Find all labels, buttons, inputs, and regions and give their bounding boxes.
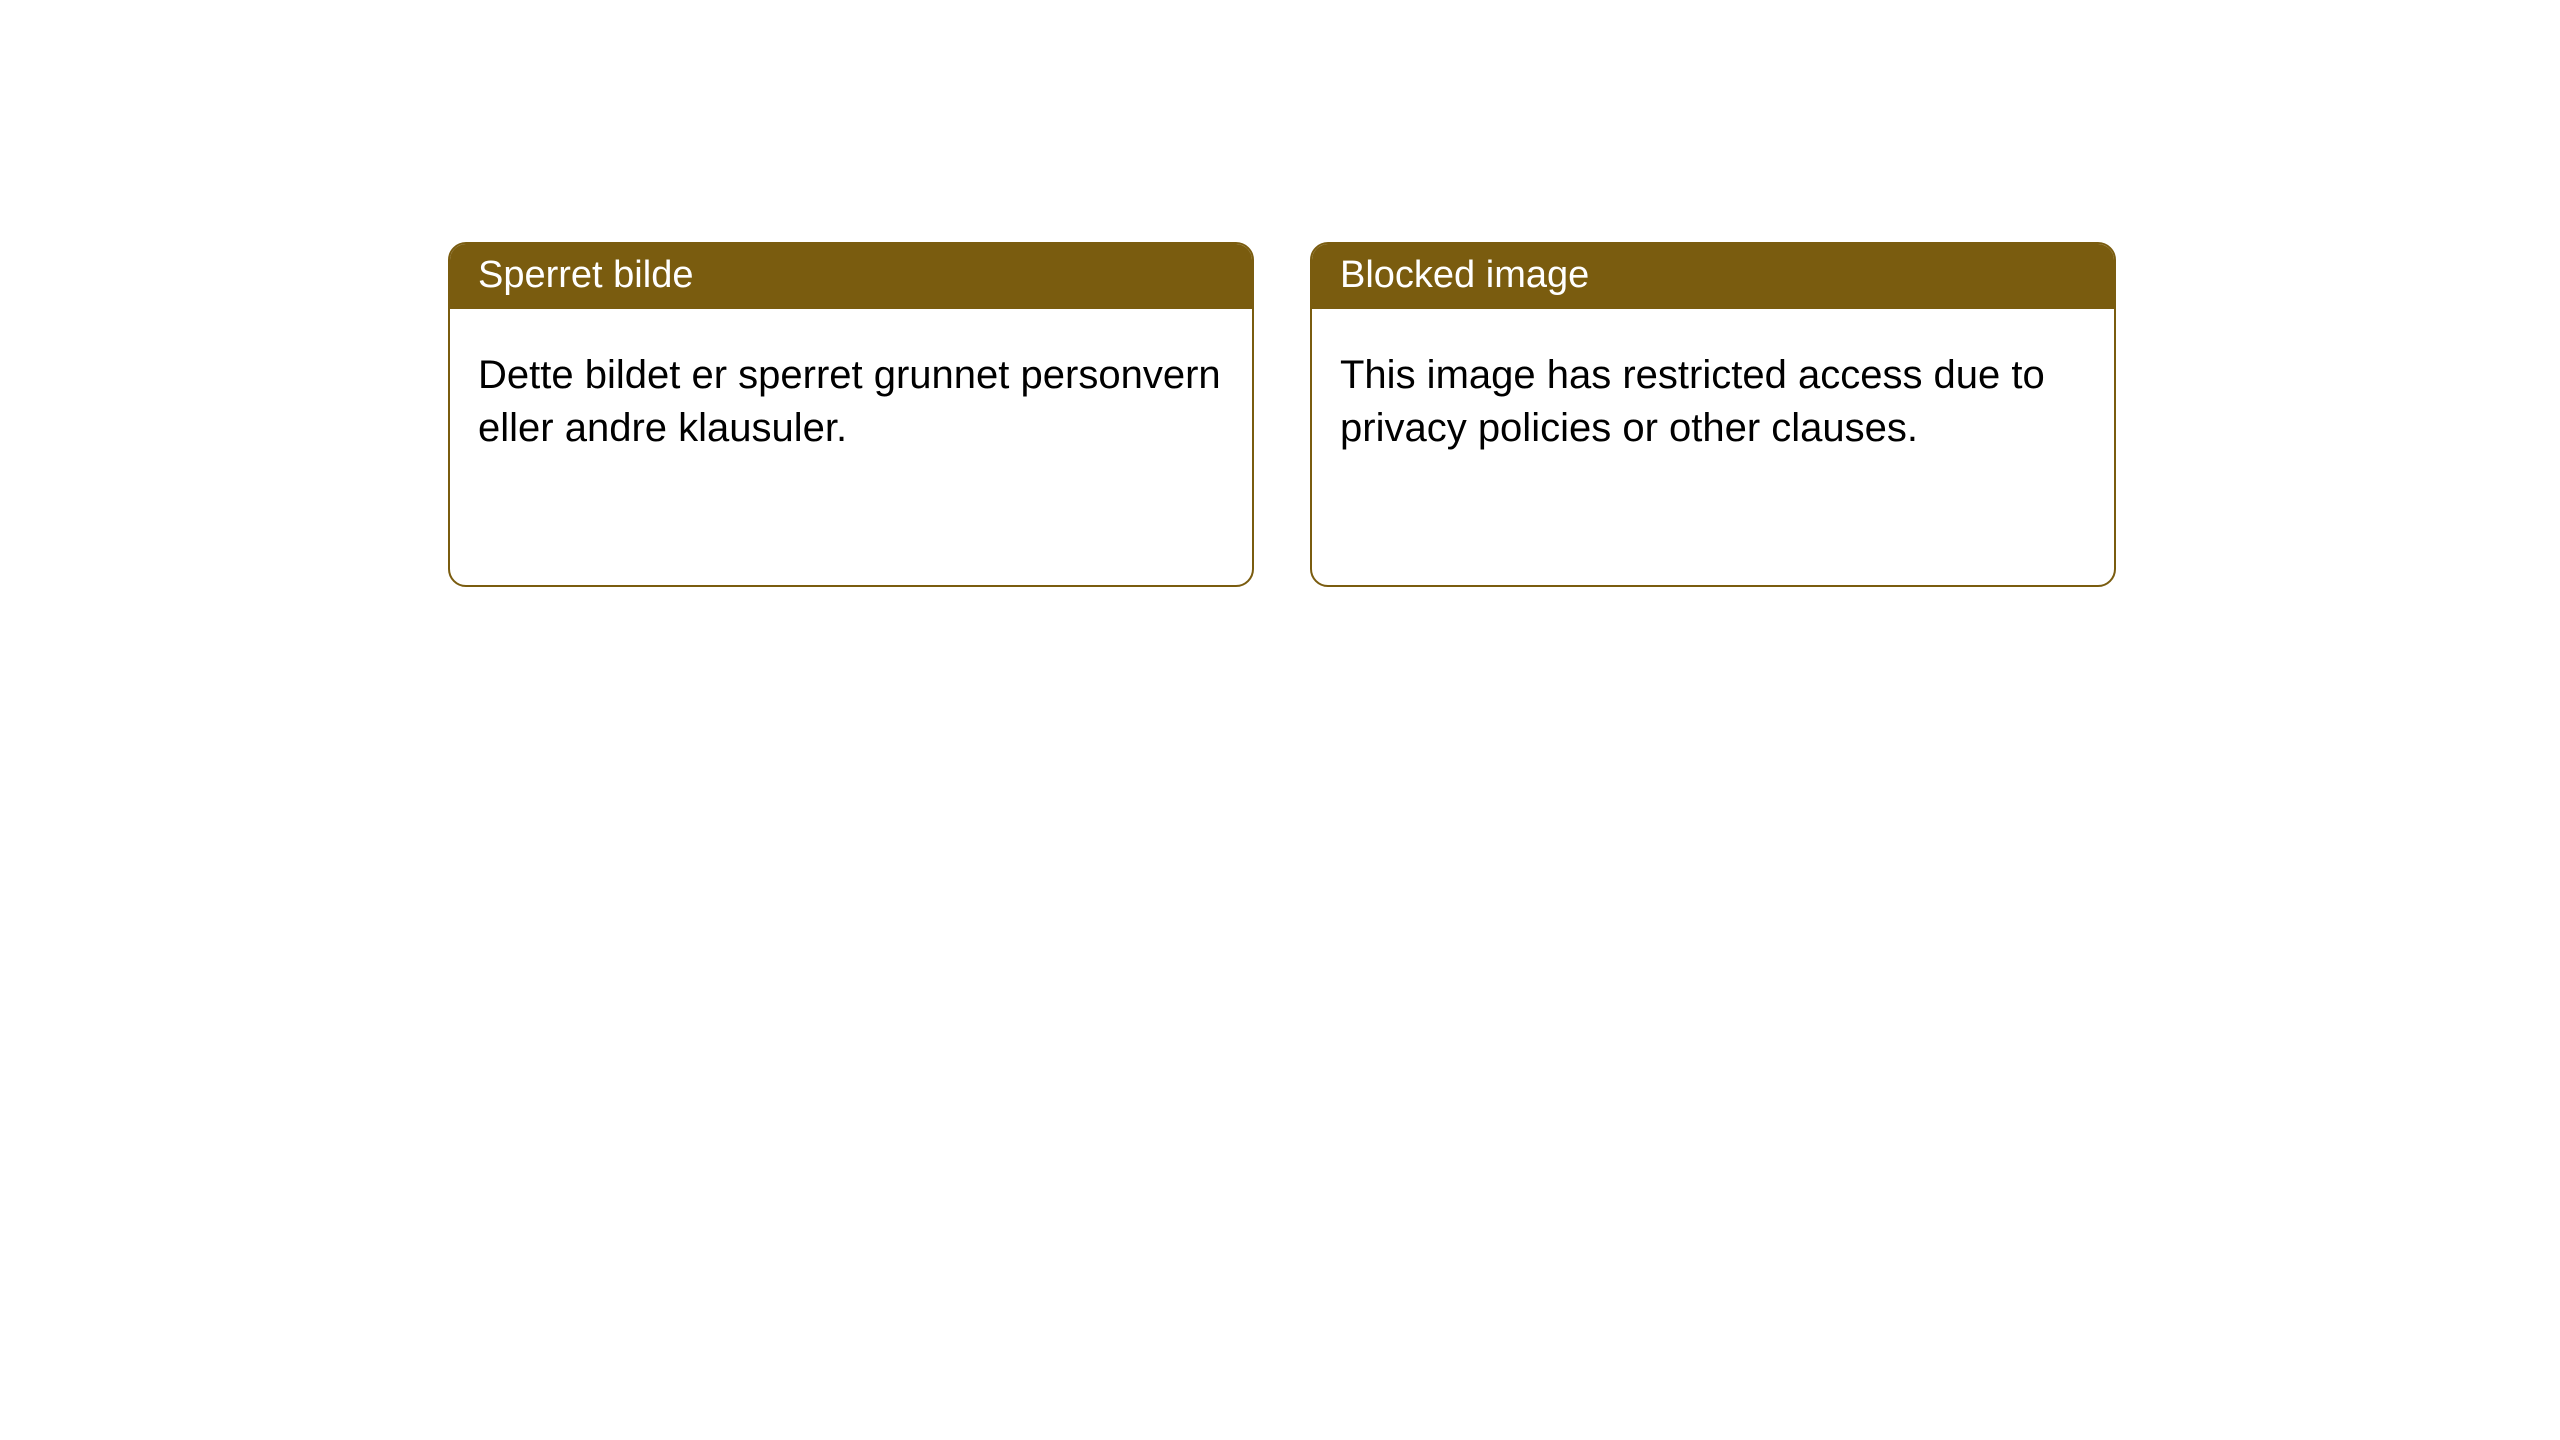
notice-card-body-en: This image has restricted access due to … xyxy=(1312,309,2114,585)
notice-card-no: Sperret bilde Dette bildet er sperret gr… xyxy=(448,242,1254,587)
notice-card-row: Sperret bilde Dette bildet er sperret gr… xyxy=(0,0,2560,587)
notice-card-title-no: Sperret bilde xyxy=(450,244,1252,309)
notice-card-body-no: Dette bildet er sperret grunnet personve… xyxy=(450,309,1252,585)
notice-card-en: Blocked image This image has restricted … xyxy=(1310,242,2116,587)
notice-card-title-en: Blocked image xyxy=(1312,244,2114,309)
